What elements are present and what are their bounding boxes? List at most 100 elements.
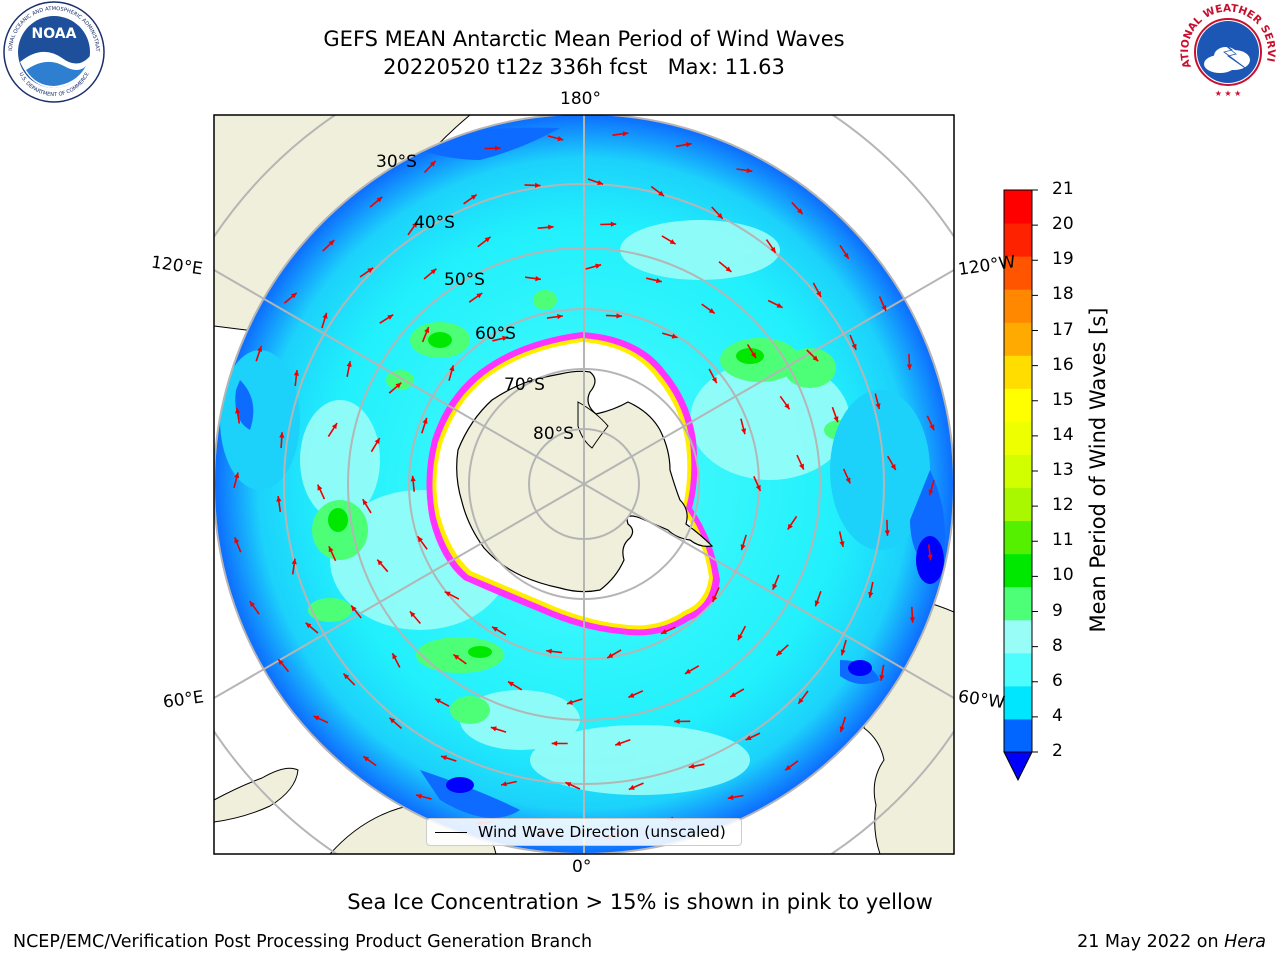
- date-text: 21 May 2022 on: [1077, 932, 1225, 952]
- arrow-head-icon: [776, 302, 783, 308]
- arrow-head-icon: [785, 765, 791, 771]
- arrow-head-icon: [444, 591, 451, 597]
- arrow-head-icon: [770, 246, 776, 253]
- arrow-head-icon: [622, 131, 629, 137]
- colorbar-tick-label: 12: [1052, 495, 1074, 516]
- lat-label-30s: 30°S: [376, 152, 417, 172]
- arrow-head-icon: [565, 782, 572, 787]
- arrow-head-icon: [387, 314, 394, 320]
- colorbar-tick-label: 21: [1052, 179, 1074, 199]
- arrow-head-icon: [501, 781, 507, 787]
- arrow-head-icon: [412, 221, 418, 228]
- colorbar-segment: [1004, 421, 1032, 455]
- noaa-logo-text: NOAA: [32, 26, 77, 42]
- arrow-head-icon: [235, 407, 241, 414]
- arrow-head-icon: [441, 755, 447, 761]
- colorbar-segment: [1004, 190, 1032, 224]
- arrow-head-icon: [833, 416, 839, 423]
- colorbar-title: Mean Period of Wind Waves [s]: [1086, 307, 1110, 633]
- arrow-head-icon: [730, 692, 737, 698]
- legend-label: Wind Wave Direction (unscaled): [478, 823, 726, 841]
- colorbar-tick-label: 14: [1052, 424, 1074, 445]
- arrow-head-icon: [293, 370, 299, 376]
- arrow-head-icon: [409, 611, 416, 618]
- arrow-head-icon: [453, 654, 460, 660]
- arrow-head-icon: [674, 718, 680, 724]
- arrow-head-icon: [741, 428, 747, 435]
- arrow-head-icon: [546, 648, 552, 654]
- arrow-head-icon: [317, 484, 323, 491]
- arrow-head-icon: [737, 634, 743, 641]
- arrow-head-icon: [881, 305, 887, 311]
- wind-wave-arrows: [233, 131, 935, 840]
- arrow-head-icon: [595, 263, 602, 269]
- arrow-head-icon: [686, 142, 692, 148]
- arrow-head-icon: [784, 403, 790, 410]
- arrow-head-icon: [313, 715, 320, 721]
- star-icon: ★ ★ ★: [1215, 89, 1242, 98]
- arrow-head-icon: [798, 697, 804, 704]
- nws-logo: NATIONAL WEATHER SERVICE ★ ★ ★: [1176, 0, 1278, 102]
- colorbar-segment: [1004, 652, 1032, 687]
- arrow-head-icon: [495, 145, 501, 151]
- arrow-head-icon: [422, 417, 428, 424]
- arrow-head-icon: [740, 544, 746, 551]
- madagascar-land: [214, 767, 299, 823]
- arrow-head-icon: [845, 477, 851, 484]
- colorbar-segment: [1004, 223, 1032, 257]
- colorbar-tick-label: 11: [1052, 530, 1074, 551]
- colorbar-tick-label: 4: [1052, 705, 1063, 726]
- arrow-head-icon: [616, 313, 622, 319]
- lat-label-50s: 50°S: [444, 270, 485, 290]
- arrow-head-icon: [906, 364, 912, 370]
- arrow-head-icon: [745, 735, 752, 740]
- arrow-head-icon: [484, 236, 491, 243]
- ross-ice-shelf: [577, 401, 609, 449]
- arrow-head-icon: [669, 239, 676, 245]
- arrow-head-icon: [776, 650, 783, 656]
- arrow-head-icon: [879, 674, 885, 681]
- arrow-head-icon: [750, 352, 756, 359]
- arrow-head-icon: [346, 361, 352, 367]
- colorbar-tick-label: 8: [1052, 635, 1063, 656]
- arrow-head-icon: [362, 499, 368, 506]
- arrow-head-icon: [290, 292, 297, 299]
- arrow-head-icon: [395, 382, 402, 389]
- map-frame: [213, 114, 955, 855]
- arrow-head-icon: [875, 403, 881, 410]
- arrow-head-icon: [727, 794, 734, 800]
- colorbar-segment: [1004, 289, 1032, 323]
- colorbar-tick-label: 10: [1052, 565, 1074, 586]
- colorbar-tick-label: 20: [1052, 214, 1074, 235]
- colorbar-segment: [1004, 586, 1032, 621]
- arrow-head-icon: [712, 595, 718, 602]
- colorbar-segment: [1004, 553, 1032, 588]
- colorbar-segment: [1004, 619, 1032, 654]
- arrow-head-icon: [656, 278, 662, 284]
- arrow-head-icon: [331, 423, 337, 429]
- arrow-head-icon: [812, 355, 819, 362]
- arrow-head-icon: [567, 699, 573, 705]
- arrow-head-icon: [597, 180, 604, 185]
- colorbar: [1003, 189, 1038, 782]
- arrow-head-icon: [449, 365, 455, 372]
- graticule: [214, 115, 954, 854]
- lat-label-60s: 60°S: [475, 324, 516, 344]
- arrow-head-icon: [548, 224, 554, 230]
- arrow-head-icon: [708, 308, 715, 314]
- arrow-head-icon: [535, 182, 541, 188]
- colorbar-tick-label: 2: [1052, 741, 1063, 761]
- colorbar-tick-label: 13: [1052, 460, 1074, 480]
- arrow-head-icon: [343, 673, 350, 680]
- colorbar-segment: [1004, 454, 1032, 489]
- colorbar-segment: [1004, 520, 1032, 555]
- arrow-head-icon: [389, 717, 396, 724]
- arrow-head-icon: [711, 377, 717, 384]
- arrow-head-icon: [839, 541, 845, 547]
- arrow-head-icon: [367, 267, 374, 274]
- lon-label-180: 180°: [560, 89, 601, 109]
- legend-line-icon: [435, 832, 467, 833]
- chart-subtitle: 20220520 t12z 336h fcst Max: 11.63: [383, 55, 785, 79]
- arrow-head-icon: [535, 276, 541, 282]
- sea-ice-caption: Sea Ice Concentration > 15% is shown in …: [347, 890, 933, 914]
